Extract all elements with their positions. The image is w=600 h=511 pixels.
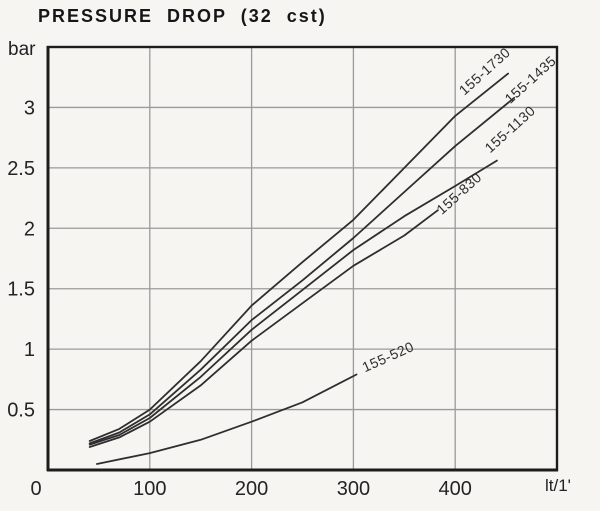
- curve-label-155-1435: 155-1435: [501, 53, 559, 107]
- curve-155-520: [96, 373, 358, 465]
- y-tick-label-3: 3: [24, 97, 35, 119]
- y-tick-label-1: 1: [24, 339, 35, 361]
- curve-label-155-830: 155-830: [433, 169, 484, 218]
- y-tick-label-0.5: 0.5: [7, 400, 35, 422]
- y-axis-unit-label: bar: [8, 39, 36, 60]
- y-tick-label-2.5: 2.5: [7, 158, 35, 180]
- y-tick-label-2: 2: [24, 218, 35, 240]
- curve-155-1435: [88, 96, 516, 445]
- curve-label-155-1130: 155-1130: [481, 102, 538, 155]
- plot-frame: [46, 45, 559, 472]
- x-tick-label-400: 400: [439, 478, 472, 500]
- curve-155-830: [88, 209, 439, 448]
- x-tick-label-200: 200: [235, 478, 268, 500]
- x-tick-label-100: 100: [133, 478, 166, 500]
- curve-155-1730: [88, 72, 509, 442]
- x-axis-unit-label: lt/1': [545, 476, 571, 495]
- y-tick-label-1.5: 1.5: [7, 279, 35, 301]
- curve-155-1130: [88, 159, 498, 446]
- x-tick-label-0: 0: [30, 478, 41, 500]
- curve-label-155-1730: 155-1730: [456, 44, 514, 98]
- x-tick-label-300: 300: [337, 478, 370, 500]
- curve-label-155-520: 155-520: [360, 338, 417, 375]
- chart-title: PRESSURE DROP (32 cst): [38, 6, 327, 26]
